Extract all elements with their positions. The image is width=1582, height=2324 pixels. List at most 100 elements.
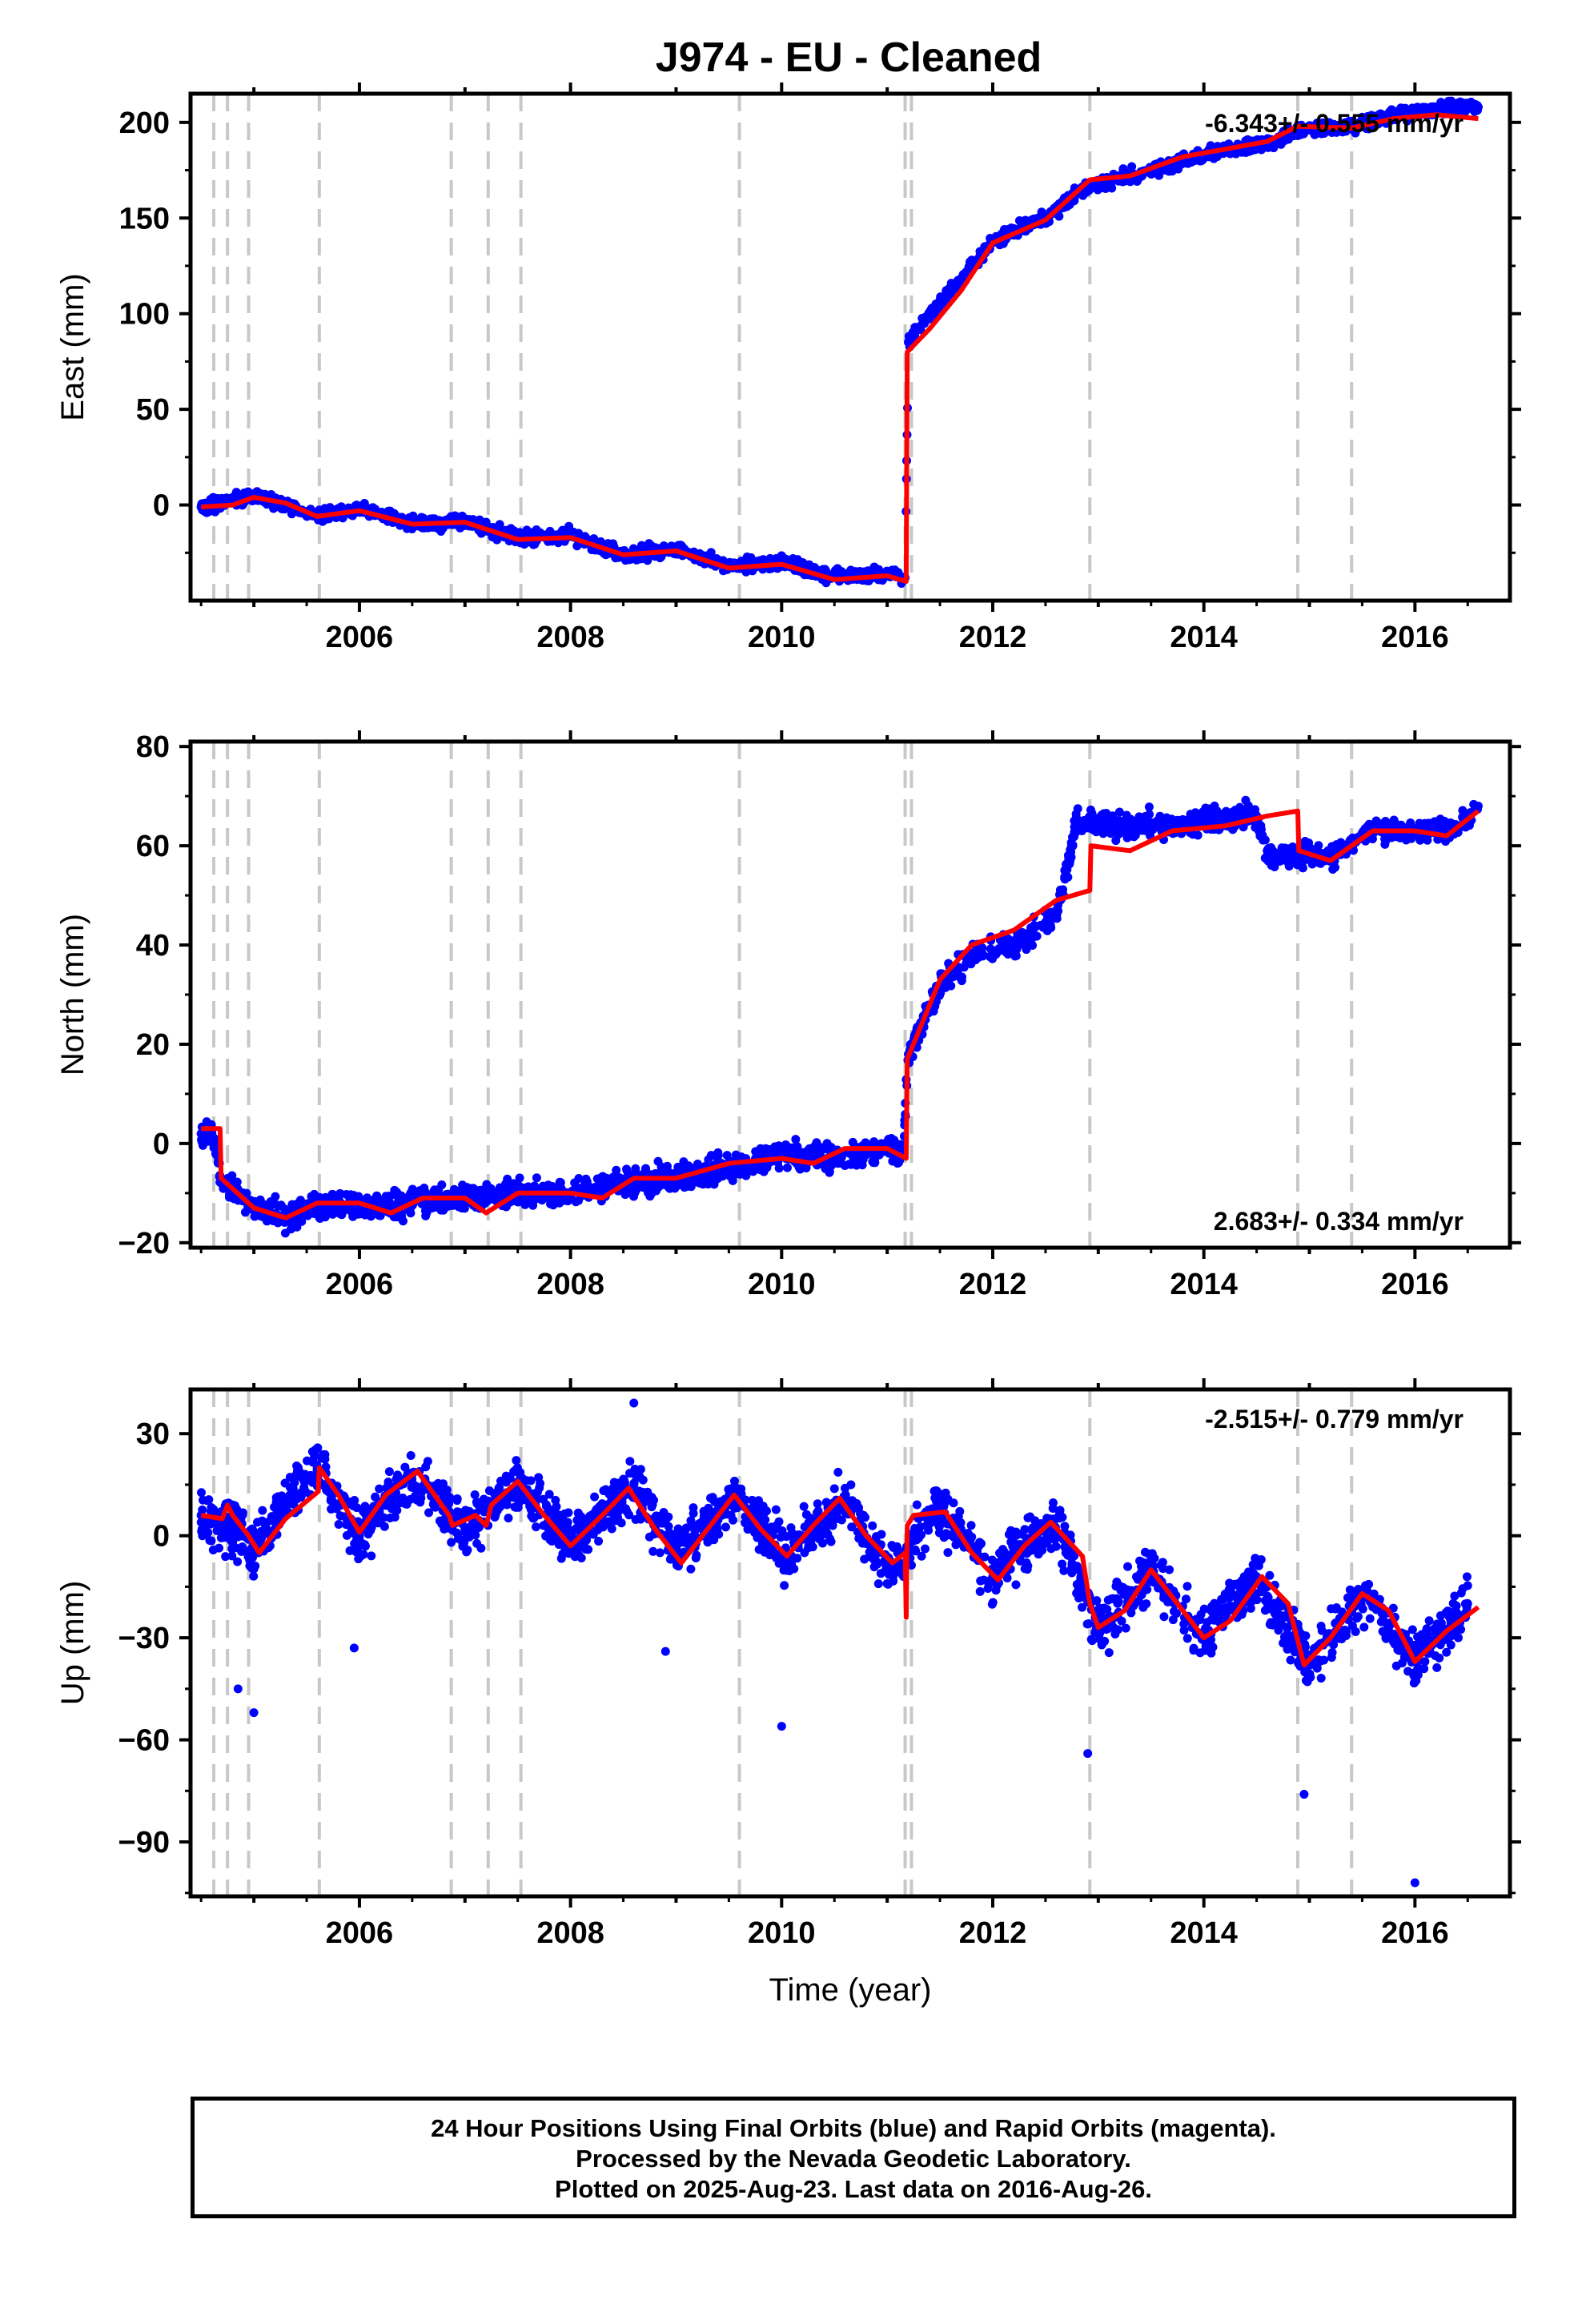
- chart-title: J974 - EU - Cleaned: [655, 34, 1042, 81]
- north-point: [1046, 923, 1056, 933]
- north-ytick-label: 80: [136, 730, 170, 764]
- east-point: [946, 280, 956, 290]
- east-point: [798, 558, 808, 568]
- east-point: [925, 309, 934, 319]
- east-point: [647, 541, 656, 550]
- north-point: [793, 1142, 802, 1152]
- north-point: [444, 1200, 453, 1209]
- north-point: [1396, 820, 1406, 830]
- up-point: [208, 1545, 218, 1554]
- north-point: [1157, 821, 1166, 830]
- north-point: [1335, 840, 1345, 850]
- north-point: [570, 1178, 580, 1188]
- north-point: [1027, 924, 1037, 934]
- north-point: [1111, 836, 1121, 846]
- up-point: [367, 1551, 376, 1561]
- north-xtick-label: 2010: [748, 1268, 816, 1301]
- north-point: [1122, 831, 1132, 841]
- north-point: [582, 1176, 592, 1186]
- up-point: [1442, 1647, 1452, 1657]
- north-point: [885, 1136, 895, 1146]
- north-point: [393, 1212, 403, 1222]
- up-point: [1182, 1582, 1192, 1591]
- north-point: [1371, 816, 1381, 826]
- north-xtick-label: 2014: [1170, 1268, 1238, 1301]
- north-point: [1074, 825, 1083, 834]
- east-xtick-label: 2008: [536, 621, 604, 654]
- north-point: [1227, 812, 1236, 822]
- east-xtick-label: 2006: [326, 621, 394, 654]
- north-point: [1406, 818, 1415, 828]
- east-point: [1431, 104, 1441, 114]
- north-point: [1068, 840, 1078, 850]
- north-point: [288, 1200, 298, 1209]
- north-point: [1083, 823, 1093, 833]
- north-point: [515, 1173, 524, 1183]
- east-point: [1155, 166, 1165, 175]
- north-point: [1264, 843, 1274, 853]
- north-ylabel: North (mm): [55, 914, 90, 1076]
- east-ytick-label: 100: [119, 298, 170, 332]
- north-point: [722, 1151, 732, 1160]
- north-point: [950, 970, 960, 979]
- north-point: [620, 1189, 630, 1199]
- north-point: [1148, 819, 1158, 829]
- north-point: [704, 1155, 713, 1164]
- north-point: [1009, 940, 1018, 950]
- north-point: [645, 1192, 655, 1201]
- up-data-points: [196, 1398, 1472, 1888]
- north-ytick-label: 20: [136, 1028, 170, 1062]
- north-point: [280, 1228, 290, 1238]
- east-point: [904, 338, 913, 348]
- north-point: [848, 1137, 857, 1147]
- north-point: [560, 1196, 570, 1205]
- north-point: [731, 1150, 741, 1160]
- north-point: [943, 979, 953, 989]
- north-xtick-label: 2016: [1381, 1268, 1449, 1301]
- north-point: [774, 1164, 784, 1173]
- east-point: [572, 541, 582, 551]
- east-point: [432, 524, 442, 533]
- north-point: [408, 1184, 417, 1194]
- north-point: [860, 1151, 869, 1160]
- north-point: [1066, 850, 1075, 860]
- east-point: [956, 275, 966, 284]
- east-point: [863, 566, 873, 576]
- east-point: [965, 261, 974, 271]
- north-point: [782, 1163, 792, 1172]
- north-point: [759, 1167, 769, 1176]
- north-point: [521, 1195, 531, 1204]
- north-point: [495, 1183, 504, 1192]
- north-point: [1199, 816, 1209, 826]
- north-ytick-label: 0: [153, 1128, 170, 1161]
- north-point: [385, 1198, 395, 1208]
- east-point: [368, 503, 378, 513]
- north-point: [1473, 802, 1483, 811]
- north-point: [1255, 824, 1264, 834]
- up-point: [197, 1488, 207, 1498]
- north-point: [986, 951, 995, 961]
- east-frame: [188, 91, 1512, 603]
- north-point: [1263, 851, 1272, 861]
- east-point: [1473, 103, 1483, 112]
- east-ytick-label: 200: [119, 107, 170, 140]
- north-point: [1038, 923, 1048, 932]
- east-point: [1251, 145, 1260, 155]
- north-point: [812, 1138, 821, 1148]
- north-point: [1099, 809, 1109, 818]
- north-point: [318, 1207, 327, 1216]
- north-point: [486, 1184, 496, 1193]
- north-xtick-label: 2012: [959, 1268, 1027, 1301]
- north-point: [1242, 807, 1251, 817]
- north-point: [1201, 803, 1211, 813]
- north-point: [556, 1178, 565, 1188]
- north-point: [893, 1158, 902, 1168]
- north-ytick-label: 60: [136, 830, 170, 863]
- north-point: [1271, 854, 1281, 863]
- north-point: [1025, 937, 1034, 947]
- north-point: [1130, 830, 1140, 840]
- north-point: [822, 1139, 832, 1148]
